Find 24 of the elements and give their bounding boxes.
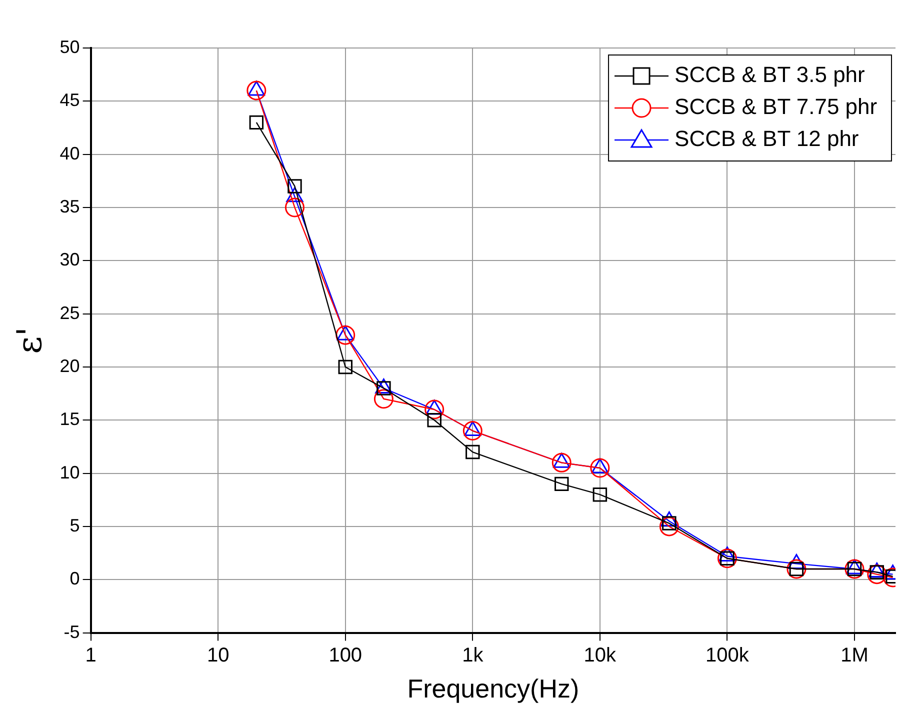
y-tick-label: 35 — [60, 196, 80, 216]
x-tick-label: 100k — [706, 644, 750, 666]
legend-label: SCCB & BT 7.75 phr — [674, 94, 878, 120]
legend-label: SCCB & BT 3.5 phr — [674, 62, 865, 88]
y-tick-label: 0 — [70, 568, 80, 589]
x-tick-label: 1k — [462, 644, 484, 666]
x-tick-label: 100 — [328, 644, 362, 666]
y-tick-label: 40 — [60, 143, 80, 164]
y-tick-label: 20 — [60, 356, 80, 376]
y-tick-label: 15 — [60, 409, 80, 430]
y-tick-label: -5 — [64, 622, 80, 642]
x-tick-label: 1M — [840, 644, 868, 666]
y-tick-label: 10 — [60, 462, 80, 482]
y-tick-label: 50 — [60, 36, 80, 57]
y-tick-label: 45 — [60, 90, 80, 110]
y-tick-label: 30 — [60, 250, 80, 270]
y-axis-title: ε' — [10, 326, 50, 354]
x-tick-label: 10 — [206, 644, 230, 666]
legend-label: SCCB & BT 12 phr — [674, 126, 859, 152]
y-tick-label: 25 — [60, 302, 80, 323]
y-tick-label: 5 — [70, 515, 80, 536]
x-axis-title: Frequency(Hz) — [407, 674, 580, 704]
x-tick-label: 10k — [584, 644, 618, 666]
x-tick-label: 1 — [85, 644, 96, 666]
